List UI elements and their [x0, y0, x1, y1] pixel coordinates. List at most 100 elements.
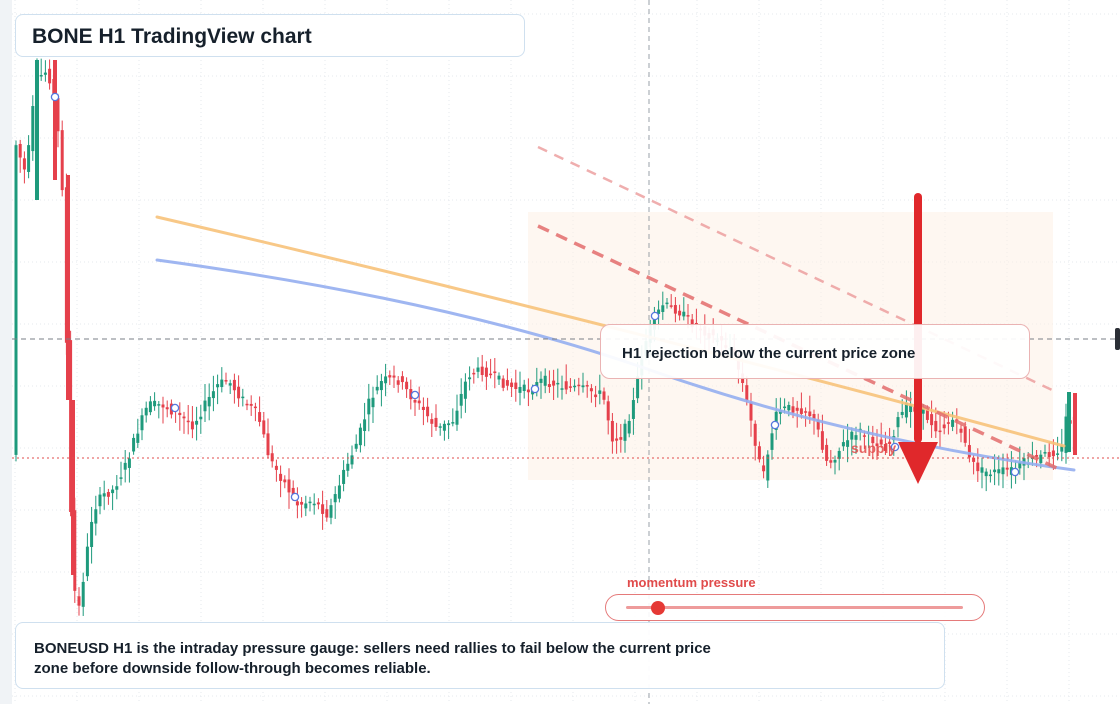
- candle-body: [904, 402, 908, 418]
- candle-body: [556, 382, 560, 385]
- candle-body: [35, 60, 39, 200]
- candle-body: [573, 385, 577, 388]
- candle-body: [522, 384, 526, 391]
- candle-body: [820, 431, 824, 450]
- candle-body: [568, 386, 572, 388]
- summary-text: BONEUSD H1 is the intraday pressure gaug…: [34, 640, 711, 677]
- candle-body: [153, 400, 157, 407]
- candle-body: [316, 502, 320, 505]
- candle-body: [325, 509, 329, 518]
- signal-markers: [50, 92, 1020, 502]
- left-border: [0, 0, 12, 704]
- candle-body: [547, 384, 551, 388]
- candle-body: [451, 422, 455, 424]
- candle-body: [564, 381, 568, 390]
- candle-body: [203, 400, 207, 412]
- candle-body: [967, 445, 971, 458]
- candle-body: [589, 388, 593, 392]
- candle-body: [636, 376, 640, 399]
- candle-body: [900, 411, 904, 415]
- candle-body: [594, 394, 598, 398]
- candle-body: [581, 385, 585, 388]
- candle-body: [606, 401, 610, 421]
- candle-body: [43, 72, 47, 75]
- candle-body: [484, 367, 488, 377]
- candle-body: [623, 423, 627, 441]
- candle-body: [241, 396, 245, 399]
- candle-body: [539, 378, 543, 383]
- candle-body: [934, 420, 938, 432]
- candle-body: [925, 409, 929, 420]
- candle-body: [938, 430, 942, 433]
- candle-body: [825, 444, 829, 461]
- candle-body: [262, 420, 266, 435]
- candle-body: [274, 465, 278, 470]
- candle-body: [430, 419, 434, 424]
- candle-body: [1047, 452, 1051, 458]
- candle-body: [350, 455, 354, 465]
- candle-body: [421, 406, 425, 410]
- price-scale-marker: [1115, 328, 1120, 350]
- candle-body: [745, 385, 749, 401]
- candle-body: [829, 460, 833, 463]
- signal-marker: [1010, 467, 1020, 477]
- candle-body: [753, 423, 757, 446]
- candle-body: [371, 397, 375, 408]
- candle-body: [66, 175, 70, 400]
- candle-body: [144, 407, 148, 416]
- candle-body: [976, 462, 980, 472]
- candle-body: [48, 68, 52, 84]
- candle-body: [333, 494, 337, 503]
- candle-body: [434, 417, 438, 428]
- signal-marker: [770, 420, 780, 430]
- candle-body: [308, 501, 312, 504]
- candle-body: [896, 417, 900, 428]
- candle-body: [543, 375, 547, 386]
- candle-body: [585, 385, 589, 387]
- candle-body: [220, 379, 224, 388]
- candle-body: [53, 60, 57, 180]
- candle-body: [211, 391, 215, 399]
- candle-body: [959, 428, 963, 433]
- candle-body: [468, 377, 472, 380]
- candle-body: [56, 98, 60, 132]
- title-box: BONE H1 TradingView chart: [15, 14, 525, 57]
- candle-body: [476, 367, 480, 372]
- candle-body: [682, 311, 686, 317]
- candle-body: [812, 414, 816, 420]
- candle-body: [90, 521, 94, 547]
- candle-body: [442, 423, 446, 431]
- candle-body: [1035, 455, 1039, 457]
- candle-body: [749, 402, 753, 421]
- candle-body: [71, 400, 75, 575]
- candle-body: [279, 473, 283, 481]
- candle-body: [195, 420, 199, 425]
- candle-body: [774, 411, 778, 430]
- candle-body: [993, 469, 997, 473]
- candle-body: [266, 433, 270, 456]
- candle-body: [850, 431, 854, 440]
- candle-body: [161, 404, 165, 408]
- chart-title: BONE H1 TradingView chart: [32, 25, 312, 48]
- candle-body: [426, 406, 430, 417]
- candle-body: [438, 426, 442, 428]
- candle-body: [673, 305, 677, 314]
- candle-body: [480, 366, 484, 376]
- candle-body: [657, 309, 661, 314]
- candle-body: [1064, 416, 1068, 453]
- candle-body: [405, 381, 409, 390]
- candle-body: [619, 437, 623, 440]
- candle-body: [883, 444, 887, 451]
- candle-body: [165, 407, 169, 410]
- candle-body: [909, 404, 913, 413]
- candle-body: [942, 424, 946, 429]
- candle-body: [1051, 450, 1055, 457]
- candle-body: [1018, 462, 1022, 469]
- candle-body: [930, 414, 934, 426]
- candle-body: [417, 400, 421, 404]
- candle-body: [1067, 392, 1071, 452]
- candle-body: [98, 494, 102, 507]
- candle-body: [757, 446, 761, 460]
- candle-body: [396, 380, 400, 385]
- candle-body: [627, 420, 631, 434]
